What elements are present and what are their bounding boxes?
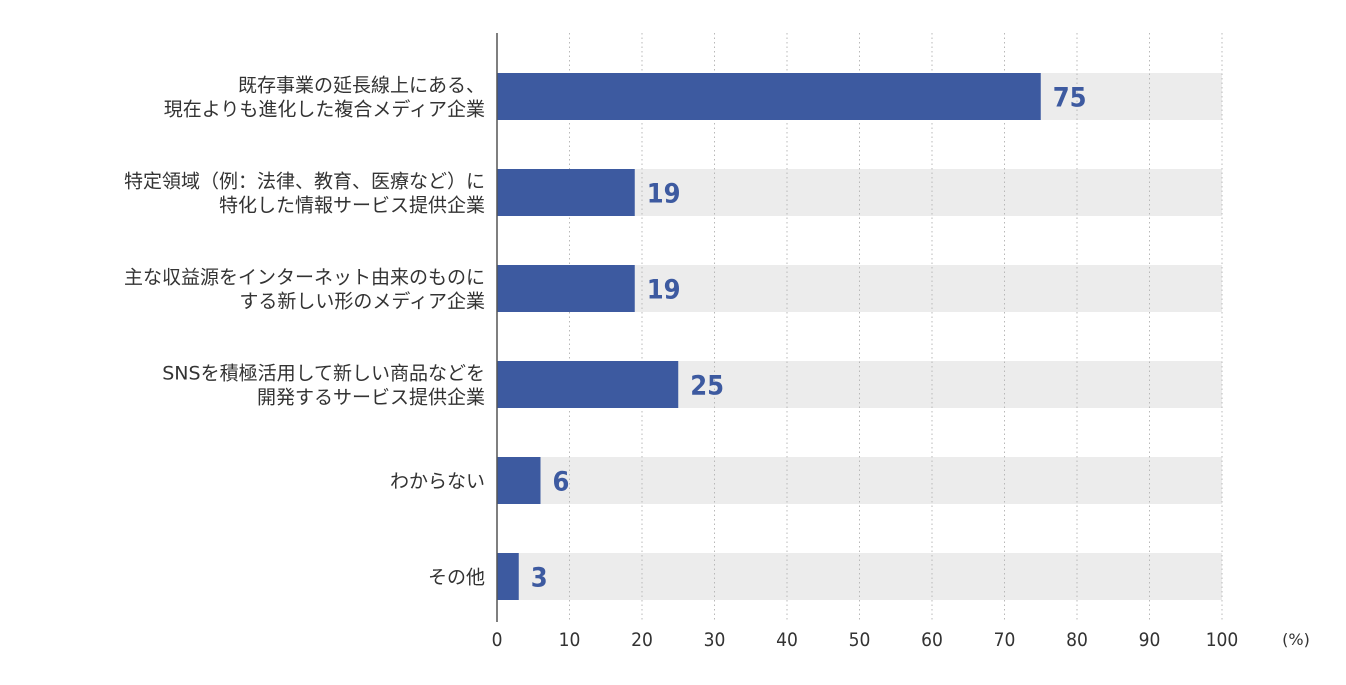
bars xyxy=(497,73,1041,600)
x-axis-unit-label: (%) xyxy=(1282,630,1310,649)
category-label-line: 主な収益源をインターネット由来のものに xyxy=(124,267,485,289)
value-label: 19 xyxy=(647,275,681,306)
grid-lines xyxy=(569,33,1223,622)
value-label: 75 xyxy=(1053,83,1087,114)
category-label-line: 特定領域（例：法律、教育、医療など）に xyxy=(124,171,485,193)
value-label: 6 xyxy=(553,467,570,498)
category-label-line: その他 xyxy=(428,567,485,589)
bar xyxy=(497,553,519,600)
x-tick-label: 70 xyxy=(994,629,1016,651)
x-tick-label: 80 xyxy=(1066,629,1088,651)
bar-tracks xyxy=(497,73,1222,600)
category-label: 既存事業の延長線上にある、現在よりも進化した複合メディア企業 xyxy=(164,75,485,121)
x-tick-label: 60 xyxy=(921,629,943,651)
category-label-line: 特化した情報サービス提供企業 xyxy=(219,195,485,217)
x-tick-labels: 0 10 20 30 40 50 60 70 80 90 100 xyxy=(492,629,1239,651)
x-tick-label: 20 xyxy=(631,629,653,651)
category-label: わからない xyxy=(390,471,485,493)
category-label: 特定領域（例：法律、教育、医療など）に特化した情報サービス提供企業 xyxy=(124,171,485,217)
category-label-line: SNSを積極活用して新しい商品などを xyxy=(162,363,485,385)
x-tick-label: 10 xyxy=(559,629,581,651)
category-label-line: する新しい形のメディア企業 xyxy=(239,291,485,313)
x-tick-label: 100 xyxy=(1206,629,1239,651)
bar xyxy=(497,361,679,408)
bar-track xyxy=(497,457,1222,504)
category-label: その他 xyxy=(428,567,485,589)
value-labels: 75 19 19 25 6 3 xyxy=(531,83,1087,594)
x-tick-label: 50 xyxy=(849,629,871,651)
x-tick-label: 30 xyxy=(704,629,726,651)
bar xyxy=(497,169,635,216)
x-tick-label: 40 xyxy=(776,629,798,651)
category-label: SNSを積極活用して新しい商品などを開発するサービス提供企業 xyxy=(162,363,485,409)
value-label: 19 xyxy=(647,179,681,210)
value-label: 25 xyxy=(690,371,724,402)
category-label-line: 現在よりも進化した複合メディア企業 xyxy=(164,99,485,121)
category-label-line: 開発するサービス提供企業 xyxy=(257,387,485,409)
category-label-line: わからない xyxy=(390,471,485,493)
bar xyxy=(497,73,1041,120)
bar xyxy=(497,457,541,504)
category-label-line: 既存事業の延長線上にある、 xyxy=(238,75,485,97)
bar xyxy=(497,265,635,312)
value-label: 3 xyxy=(531,563,548,594)
category-labels: 既存事業の延長線上にある、現在よりも進化した複合メディア企業特定領域（例：法律、… xyxy=(124,75,485,589)
category-label: 主な収益源をインターネット由来のものにする新しい形のメディア企業 xyxy=(124,267,485,313)
x-tick-label: 90 xyxy=(1139,629,1161,651)
x-tick-label: 0 xyxy=(492,629,503,651)
